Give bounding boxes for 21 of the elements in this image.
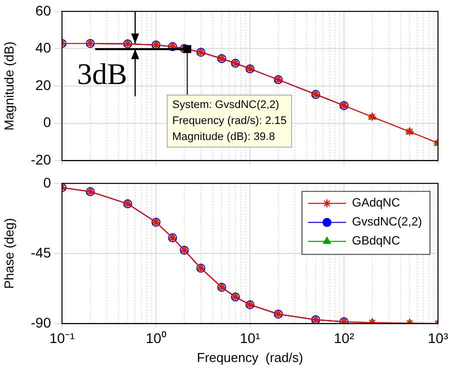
y-tick-label: 40 xyxy=(35,40,52,56)
y-tick-label: 20 xyxy=(35,76,52,93)
x-tick-label: 10⁻¹ xyxy=(49,330,75,346)
y-tick-label: 60 xyxy=(35,2,52,18)
y-axis-title: Phase (deg) xyxy=(1,218,16,289)
legend-label: GBdqNC xyxy=(352,234,400,248)
y-tick-label: -45 xyxy=(30,244,52,260)
x-tick-label: 10¹ xyxy=(240,330,260,346)
x-tick-label: 10³ xyxy=(428,330,448,346)
y-tick-label: -20 xyxy=(30,151,52,168)
y-tick-label: -90 xyxy=(30,314,52,330)
y-axis-title: Magnitude (dB) xyxy=(1,42,16,130)
legend-label: GvsdNC(2,2) xyxy=(352,214,422,229)
annotation: System: GvsdNC(2,2) Frequency (rad/s): 2.15 Magnitude (dB): 39.8 xyxy=(172,99,287,144)
legend-label: GAdqNC xyxy=(352,196,400,210)
y-tick-label: 0 xyxy=(43,114,52,130)
x-tick-label: 10² xyxy=(334,330,354,346)
annotation: 3dB xyxy=(77,58,128,92)
x-tick-label: 10⁰ xyxy=(146,330,166,346)
y-tick-label: 0 xyxy=(43,174,52,190)
x-axis-title: Frequency (rad/s) xyxy=(196,350,304,365)
